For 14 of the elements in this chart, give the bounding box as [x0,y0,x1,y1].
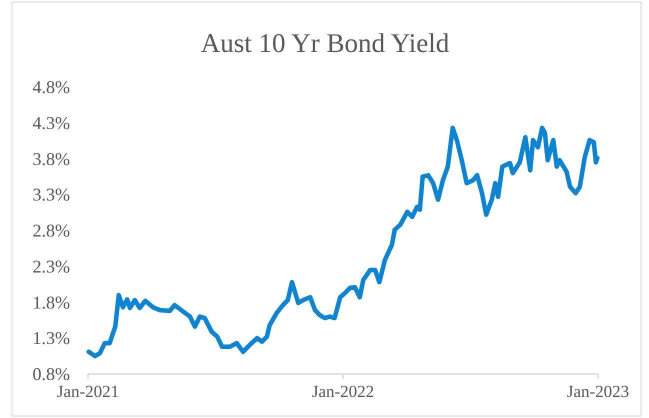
x-tick-label: Jan-2021 [56,382,120,401]
x-tick-label: Jan-2023 [566,382,630,401]
y-tick-label: 1.8% [32,292,70,312]
y-tick-label: 3.8% [32,148,70,169]
x-tick-label: Jan-2022 [312,382,374,401]
y-tick-label: 2.3% [32,256,70,276]
line-series [86,126,600,358]
y-tick-label: 0.8% [32,364,70,384]
y-tick-label: 1.3% [32,328,70,348]
y-tick-label: 4.3% [32,112,70,133]
chart-title: Aust 10 Yr Bond Yield [200,28,450,58]
y-tick-label: 2.8% [32,220,70,240]
y-tick-label: 3.3% [32,184,70,205]
y-tick-label: 4.8% [32,77,70,97]
